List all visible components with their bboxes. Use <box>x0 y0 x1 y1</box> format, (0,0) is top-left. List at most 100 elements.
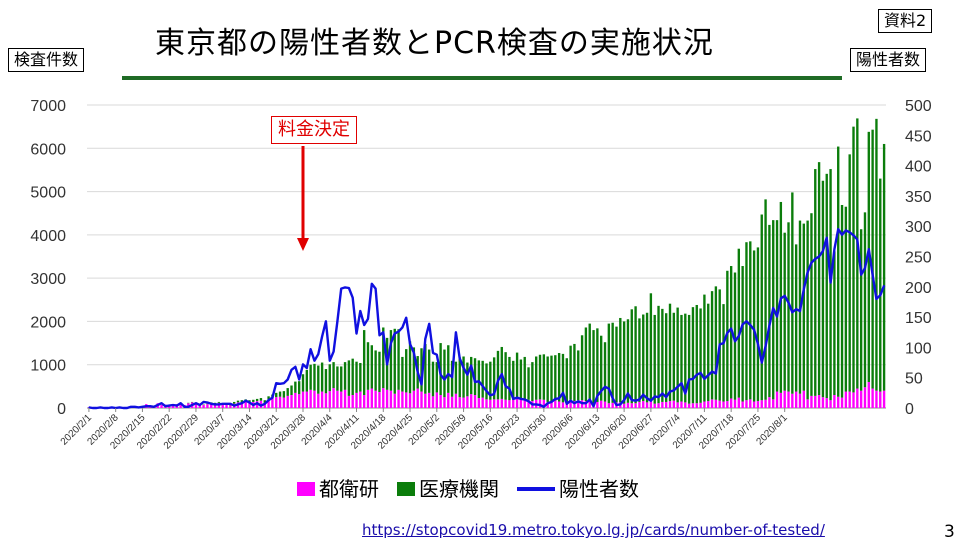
positive-cases-point <box>761 361 763 364</box>
bar-tokueiken <box>508 400 511 408</box>
bar-medical <box>466 362 469 397</box>
positive-cases-point <box>367 318 369 320</box>
bar-tokueiken <box>439 395 442 408</box>
bar-medical <box>405 349 408 393</box>
positive-cases-point <box>203 401 205 403</box>
legend-item: 陽性者数 <box>517 476 639 502</box>
bar-tokueiken <box>370 388 373 408</box>
bar-medical <box>297 381 301 395</box>
bar-medical <box>527 367 530 400</box>
bar-medical <box>882 143 886 391</box>
bar-tokueiken <box>825 398 828 408</box>
bar-medical <box>554 355 557 401</box>
bar-medical <box>634 306 637 404</box>
bar-tokueiken <box>661 401 664 408</box>
bar-medical <box>787 222 790 392</box>
bar-medical <box>737 248 741 398</box>
bar-tokueiken <box>359 391 362 408</box>
bar-medical <box>814 169 817 396</box>
positive-cases-point <box>229 403 231 405</box>
bar-medical <box>343 362 347 390</box>
bar-tokueiken <box>447 392 450 408</box>
bar-medical <box>764 199 767 400</box>
left-axis-label: 検査件数 <box>8 48 85 72</box>
bar-tokueiken <box>596 401 599 408</box>
bar-tokueiken <box>202 404 205 408</box>
bar-tokueiken <box>821 397 825 408</box>
bar-tokueiken <box>458 397 461 408</box>
positive-cases-point <box>424 338 426 340</box>
legend-swatch-tokueiken <box>297 482 315 496</box>
positive-cases-point <box>409 343 411 345</box>
bar-medical <box>512 360 515 400</box>
bar-tokueiken <box>340 391 343 408</box>
positive-cases-point <box>612 397 614 399</box>
bar-medical <box>817 162 821 396</box>
y-left-tick-label: 0 <box>57 401 66 418</box>
bar-medical <box>600 335 603 401</box>
bar-tokueiken <box>737 397 741 408</box>
bar-tokueiken <box>630 403 633 408</box>
positive-cases-point <box>627 392 629 395</box>
bar-tokueiken <box>852 392 855 408</box>
positive-cases-point <box>642 394 644 396</box>
positive-cases-point <box>485 390 488 392</box>
bar-tokueiken <box>424 393 427 408</box>
bar-tokueiken <box>871 388 874 408</box>
bar-medical <box>756 247 760 402</box>
positive-cases-point <box>650 400 652 402</box>
positive-cases-point <box>845 229 847 232</box>
bar-medical <box>382 327 385 389</box>
bar-tokueiken <box>703 401 706 408</box>
bar-medical <box>714 286 718 400</box>
positive-cases-point <box>768 324 770 327</box>
positive-cases-point <box>172 404 174 406</box>
positive-cases-point <box>787 301 790 304</box>
positive-cases-point <box>474 381 476 383</box>
bar-medical <box>443 349 446 398</box>
bar-medical <box>267 396 270 400</box>
bar-medical <box>626 319 630 403</box>
bar-tokueiken <box>848 391 851 408</box>
positive-cases-point <box>359 310 361 312</box>
positive-cases-point <box>321 335 323 338</box>
bar-tokueiken <box>366 389 370 408</box>
bar-tokueiken <box>271 398 274 408</box>
positive-cases-point <box>195 402 197 404</box>
bar-medical <box>347 360 351 396</box>
bar-tokueiken <box>462 397 465 408</box>
bar-medical <box>508 356 511 401</box>
positive-cases-point <box>466 374 468 376</box>
bar-tokueiken <box>466 396 469 408</box>
y-right-tick-label: 350 <box>905 189 932 206</box>
bar-tokueiken <box>194 404 198 408</box>
positive-cases-point <box>745 320 748 322</box>
positive-cases-point <box>638 398 641 401</box>
bar-medical <box>703 294 706 402</box>
bar-tokueiken <box>557 401 561 408</box>
bar-medical <box>810 213 813 396</box>
positive-cases-point <box>623 399 625 401</box>
bar-tokueiken <box>814 395 817 408</box>
positive-cases-point <box>99 406 101 408</box>
positive-cases-point <box>168 404 170 407</box>
bar-tokueiken <box>160 404 163 408</box>
bar-medical <box>290 385 293 396</box>
bar-medical <box>741 266 744 402</box>
source-link[interactable]: https://stopcovid19.metro.tokyo.lg.jp/ca… <box>362 521 825 539</box>
bar-medical <box>695 304 698 404</box>
bar-medical <box>531 362 534 402</box>
bar-tokueiken <box>653 403 656 408</box>
bar-tokueiken <box>603 401 607 408</box>
positive-cases-point <box>92 407 94 409</box>
bar-medical <box>370 345 373 389</box>
bar-medical <box>664 313 668 402</box>
bar-tokueiken <box>626 402 630 408</box>
bar-medical <box>691 307 695 404</box>
bar-tokueiken <box>806 399 809 408</box>
bar-medical <box>856 118 859 389</box>
positive-cases-point <box>581 402 583 404</box>
bar-medical <box>707 303 710 402</box>
bar-tokueiken <box>320 391 324 408</box>
